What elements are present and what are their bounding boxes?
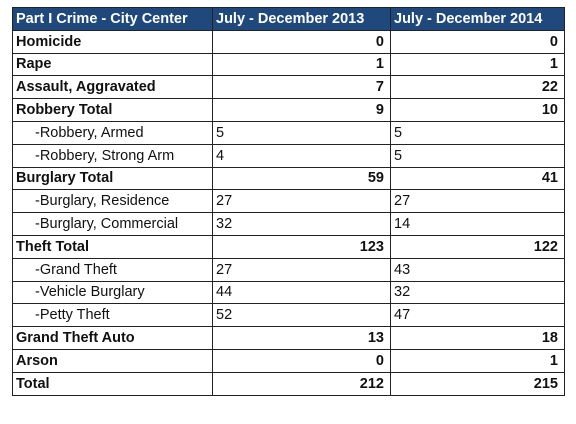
value-2014: 122	[390, 234, 565, 259]
table-row: Assault, Aggravated 7 22	[12, 75, 565, 100]
value-2014: 1	[390, 52, 565, 77]
row-label: Homicide	[12, 29, 213, 54]
row-label: -Grand Theft	[12, 257, 213, 282]
table-row: -Grand Theft 27 43	[12, 257, 565, 282]
header-period-2014: July - December 2014	[390, 7, 565, 31]
table-row: Total 212 215	[12, 371, 565, 396]
value-2014: 10	[390, 98, 565, 122]
value-2013: 32	[212, 212, 391, 236]
header-period-2013: July - December 2013	[212, 7, 391, 31]
value-2013: 0	[212, 348, 391, 373]
table-row: -Burglary, Commercial 32 14	[12, 212, 565, 236]
table-row: -Robbery, Armed 5 5	[12, 120, 565, 145]
value-2014: 14	[390, 212, 565, 236]
value-2013: 13	[212, 326, 391, 350]
table-row: -Vehicle Burglary 44 32	[12, 280, 565, 305]
header-crime-category: Part I Crime - City Center	[12, 7, 213, 31]
value-2013: 27	[212, 189, 391, 214]
value-2014: 18	[390, 326, 565, 350]
crime-statistics-table: Part I Crime - City Center July - Decemb…	[12, 7, 565, 396]
row-label: -Burglary, Residence	[12, 189, 213, 214]
row-label: Assault, Aggravated	[12, 75, 213, 100]
table-row: Burglary Total 59 41	[12, 166, 565, 191]
table-row: -Petty Theft 52 47	[12, 303, 565, 328]
row-label: Arson	[12, 348, 213, 373]
row-label: -Robbery, Armed	[12, 120, 213, 145]
value-2013: 0	[212, 29, 391, 54]
row-label: Theft Total	[12, 234, 213, 259]
value-2014: 32	[390, 280, 565, 305]
value-2013: 59	[212, 166, 391, 191]
value-2014: 41	[390, 166, 565, 191]
value-2014: 215	[390, 371, 565, 396]
value-2013: 9	[212, 98, 391, 122]
value-2013: 5	[212, 120, 391, 145]
row-label: Burglary Total	[12, 166, 213, 191]
table-row: Theft Total 123 122	[12, 234, 565, 259]
value-2013: 52	[212, 303, 391, 328]
row-label: Grand Theft Auto	[12, 326, 213, 350]
value-2013: 27	[212, 257, 391, 282]
value-2014: 22	[390, 75, 565, 100]
value-2014: 43	[390, 257, 565, 282]
table-row: Arson 0 1	[12, 348, 565, 373]
table-body: Homicide 0 0 Rape 1 1 Assault, Aggravated 7 22 Ro…	[12, 29, 565, 396]
value-2014: 27	[390, 189, 565, 214]
table-header-row: Part I Crime - City Center July - Decemb…	[12, 7, 565, 31]
table-row: Rape 1 1	[12, 52, 565, 77]
table-row: Grand Theft Auto 13 18	[12, 326, 565, 350]
value-2013: 123	[212, 234, 391, 259]
value-2014: 5	[390, 120, 565, 145]
table-row: Homicide 0 0	[12, 29, 565, 54]
table-row: -Robbery, Strong Arm 4 5	[12, 143, 565, 168]
row-label: -Petty Theft	[12, 303, 213, 328]
crime-table-container: Part I Crime - City Center July - Decemb…	[12, 7, 565, 396]
value-2014: 1	[390, 348, 565, 373]
row-label: Rape	[12, 52, 213, 77]
row-label: Robbery Total	[12, 98, 213, 122]
row-label: Total	[12, 371, 213, 396]
row-label: -Robbery, Strong Arm	[12, 143, 213, 168]
value-2014: 0	[390, 29, 565, 54]
value-2014: 47	[390, 303, 565, 328]
value-2013: 1	[212, 52, 391, 77]
table-row: -Burglary, Residence 27 27	[12, 189, 565, 214]
row-label: -Burglary, Commercial	[12, 212, 213, 236]
value-2013: 44	[212, 280, 391, 305]
table-row: Robbery Total 9 10	[12, 98, 565, 122]
row-label: -Vehicle Burglary	[12, 280, 213, 305]
value-2013: 7	[212, 75, 391, 100]
value-2014: 5	[390, 143, 565, 168]
value-2013: 212	[212, 371, 391, 396]
value-2013: 4	[212, 143, 391, 168]
